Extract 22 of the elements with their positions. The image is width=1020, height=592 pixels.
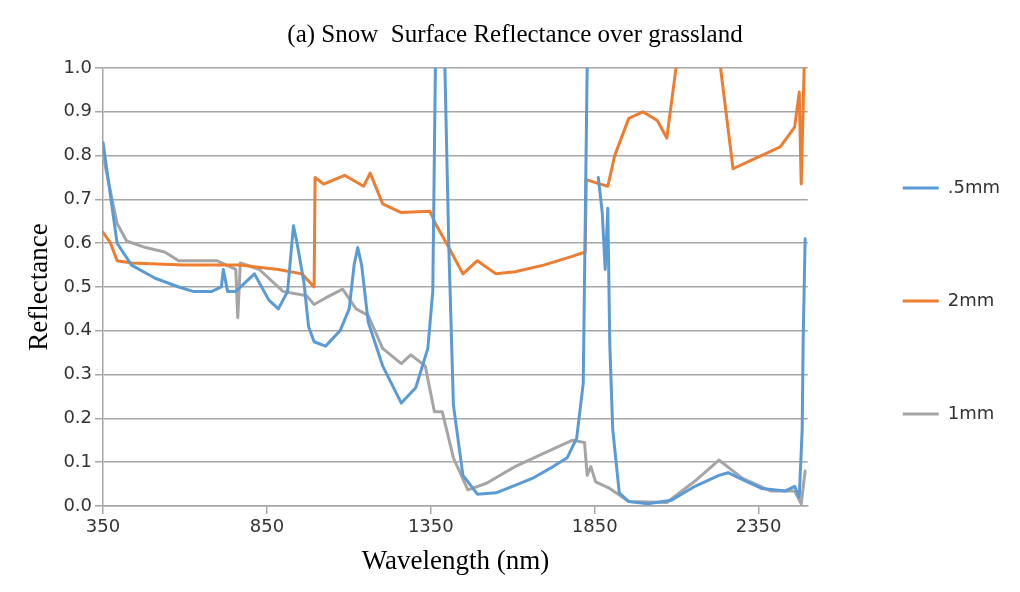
y-tick-label: 0.1 [63,449,93,471]
y-tick-label: 0.5 [63,274,93,296]
x-axis-title: Wavelength (nm) [361,544,550,575]
x-tick-label: 1350 [407,515,454,537]
y-tick-label: 0.0 [63,493,93,515]
x-tick-label: 350 [85,515,121,537]
x-tick-label: 850 [249,515,285,537]
y-tick-label: 0.6 [63,230,93,252]
y-tick-label: 0.8 [63,143,93,165]
y-tick-label: 1.0 [63,55,93,77]
x-tick-label: 2350 [735,515,782,537]
y-axis-title: Reflectance [23,223,54,351]
y-tick-label: 0.2 [63,406,93,428]
chart-title: (a) Snow Surface Reflectance over grassland [287,19,744,48]
y-tick-label: 0.9 [63,99,93,121]
x-tick-label: 1850 [571,515,618,537]
legend-label: 2mm [947,288,995,310]
legend-label: 1mm [947,401,995,423]
legend-label: .5mm [947,175,1001,197]
y-tick-label: 0.4 [63,318,93,340]
y-tick-label: 0.7 [63,187,93,209]
y-tick-label: 0.3 [63,362,93,384]
